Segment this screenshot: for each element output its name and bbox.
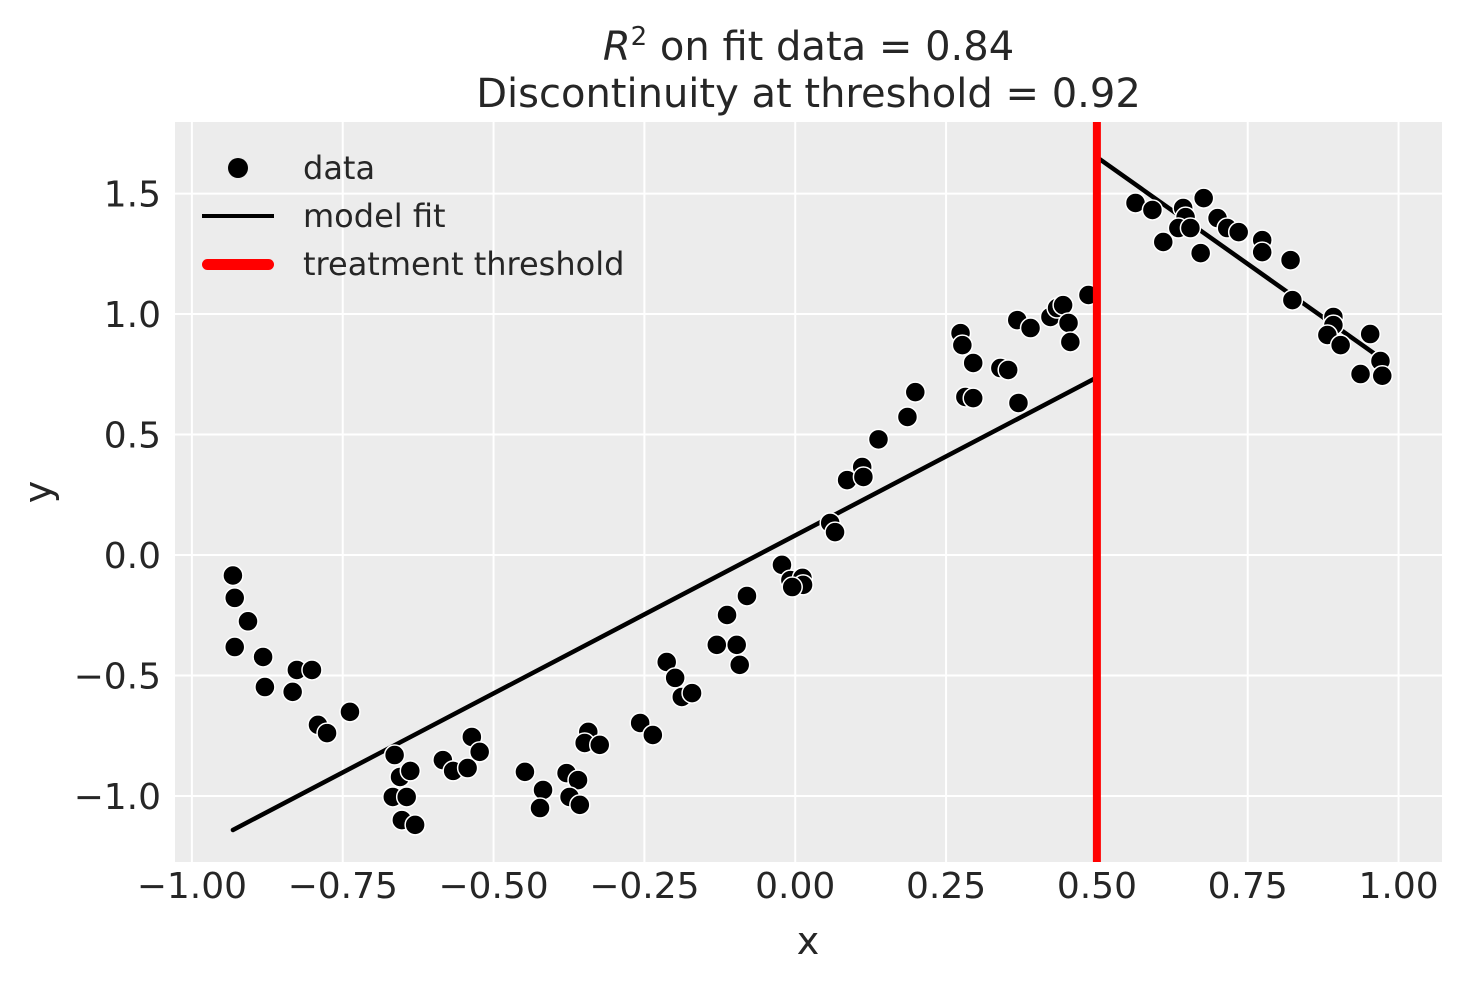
- y-tick-label: 0.5: [104, 416, 161, 457]
- data-point: [681, 682, 703, 704]
- chart-title: R2 on fit data = 0.84 Discontinuity at t…: [175, 14, 1442, 118]
- data-point: [1251, 241, 1273, 263]
- data-point: [1057, 312, 1080, 334]
- data-point: [281, 681, 304, 703]
- data-point: [399, 760, 422, 782]
- data-point: [736, 585, 758, 607]
- legend-label-threshold: treatment threshold: [303, 245, 625, 283]
- data-point: [664, 667, 686, 689]
- data-point: [567, 769, 589, 791]
- chart-title-line2: Discontinuity at threshold = 0.92: [476, 71, 1141, 117]
- data-point: [1359, 323, 1381, 345]
- model-fit-line: [230, 375, 1100, 833]
- data-point: [456, 757, 479, 779]
- data-point: [316, 722, 338, 744]
- y-tick-label: −1.0: [74, 777, 161, 818]
- title-exponent: 2: [630, 22, 648, 52]
- data-point: [514, 761, 536, 783]
- data-point: [1227, 221, 1250, 243]
- data-point: [532, 779, 554, 801]
- data-point: [569, 794, 591, 816]
- data-point: [1141, 199, 1164, 221]
- data-point: [1279, 249, 1302, 271]
- legend-label-data: data: [303, 149, 376, 187]
- data-point: [1349, 363, 1372, 385]
- data-point: [997, 359, 1019, 381]
- data-point: [222, 564, 244, 587]
- data-point: [642, 724, 664, 746]
- data-point: [1371, 364, 1394, 387]
- data-point: [1019, 317, 1042, 339]
- title-math-variable: R: [602, 24, 631, 70]
- data-point: [896, 406, 919, 428]
- title-line1-text: on fit data = 0.84: [647, 24, 1015, 70]
- threshold-line-icon: [202, 258, 274, 270]
- data-point: [1152, 231, 1175, 253]
- data-point: [1007, 392, 1030, 414]
- data-point: [588, 734, 611, 756]
- data-point: [383, 744, 406, 766]
- x-tick-label: −1.00: [137, 866, 247, 907]
- legend-item-data: data: [202, 144, 624, 192]
- data-point: [223, 636, 246, 658]
- data-point: [252, 646, 274, 668]
- x-tick-label: −0.25: [589, 866, 699, 907]
- data-point: [237, 610, 259, 633]
- legend-item-threshold: treatment threshold: [202, 240, 624, 288]
- data-point: [781, 576, 803, 598]
- data-point: [1052, 294, 1074, 316]
- data-point: [1192, 187, 1215, 209]
- y-tick-label: −0.5: [74, 656, 161, 697]
- chart-title-line1: R2 on fit data = 0.84: [175, 14, 1442, 71]
- data-point: [395, 786, 418, 808]
- x-axis-label: x: [796, 919, 820, 963]
- plot-background: [175, 122, 1442, 862]
- data-point: [867, 428, 890, 451]
- x-tick-label: 0.00: [755, 866, 835, 907]
- y-axis-label: y: [16, 480, 60, 504]
- data-point: [706, 634, 728, 656]
- data-marker-icon: [202, 158, 274, 178]
- data-point: [962, 352, 984, 374]
- data-point: [725, 634, 748, 656]
- data-point: [404, 814, 426, 836]
- y-tick-label: 1.0: [104, 295, 161, 336]
- data-point: [339, 701, 361, 723]
- data-point: [1179, 217, 1202, 239]
- x-tick-label: −0.75: [288, 866, 398, 907]
- data-point: [223, 587, 246, 609]
- data-point: [962, 387, 984, 409]
- data-point: [1281, 289, 1304, 311]
- data-point: [1329, 334, 1352, 356]
- legend-item-model-fit: model fit: [202, 192, 624, 240]
- data-point: [254, 676, 276, 698]
- x-tick-label: 0.50: [1057, 866, 1137, 907]
- model-fit-line-icon: [202, 214, 274, 218]
- data-point: [852, 466, 875, 488]
- x-tick-label: 1.00: [1358, 866, 1438, 907]
- x-tick-label: 0.25: [906, 866, 986, 907]
- data-point: [951, 334, 974, 356]
- data-point: [529, 797, 551, 819]
- data-point: [1059, 331, 1082, 353]
- data-point: [468, 741, 491, 763]
- data-point: [1189, 242, 1212, 264]
- x-tick-label: 0.75: [1208, 866, 1288, 907]
- data-point: [904, 381, 927, 403]
- legend-label-model-fit: model fit: [303, 197, 446, 235]
- data-point: [728, 654, 751, 676]
- x-tick-label: −0.50: [438, 866, 548, 907]
- data-point: [716, 604, 738, 626]
- y-tick-label: 1.5: [104, 175, 161, 216]
- legend: data model fit treatment threshold: [202, 144, 624, 288]
- y-tick-label: 0.0: [104, 536, 161, 577]
- data-point: [301, 659, 323, 681]
- data-point: [824, 521, 846, 543]
